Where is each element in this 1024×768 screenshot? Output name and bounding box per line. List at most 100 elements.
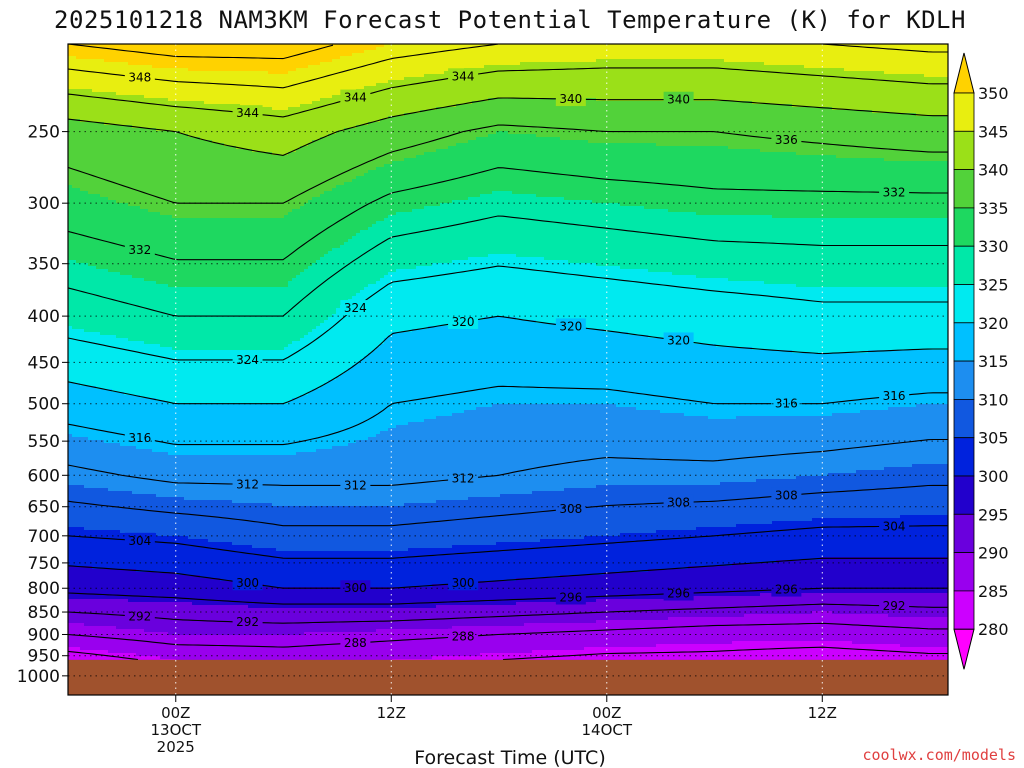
field-cell (72, 368, 77, 372)
field-cell (72, 191, 77, 195)
field-cell (72, 440, 77, 444)
field-cell (68, 641, 73, 645)
field-cell (84, 149, 89, 153)
field-cell (72, 443, 77, 447)
field-cell (68, 416, 73, 420)
field-cell (68, 443, 73, 447)
field-cell (68, 461, 73, 465)
field-cell (84, 263, 89, 267)
field-cell (68, 605, 73, 609)
field-cell (68, 125, 73, 129)
field-cell (80, 62, 85, 66)
field-cell (72, 206, 77, 210)
field-cell (72, 632, 77, 636)
field-cell (76, 272, 81, 276)
field-cell (72, 92, 77, 96)
field-cell (80, 116, 85, 120)
field-cell (68, 494, 73, 498)
field-cell (72, 524, 77, 528)
field-cell (72, 212, 77, 216)
field-cell (80, 218, 85, 222)
field-cell (68, 362, 73, 366)
field-cell (84, 203, 89, 207)
field-cell (80, 320, 85, 324)
field-cell (80, 569, 85, 573)
field-cell (84, 128, 89, 132)
field-cell (72, 140, 77, 144)
field-cell (84, 434, 89, 438)
field-cell (76, 326, 81, 330)
field-cell (76, 440, 81, 444)
field-cell (84, 395, 89, 399)
field-cell (76, 236, 81, 240)
field-cell (80, 146, 85, 150)
field-cell (72, 362, 77, 366)
field-cell (76, 644, 81, 648)
field-cell (72, 146, 77, 150)
field-cell (68, 446, 73, 450)
field-cell (68, 299, 73, 303)
field-cell (68, 110, 73, 114)
field-cell (72, 404, 77, 408)
field-cell (72, 641, 77, 645)
field-cell (80, 350, 85, 354)
field-cell (76, 341, 81, 345)
field-cell (80, 386, 85, 390)
field-cell (80, 332, 85, 336)
field-cell (76, 446, 81, 450)
field-cell (84, 332, 89, 336)
field-cell (76, 368, 81, 372)
field-cell (72, 503, 77, 507)
field-cell (80, 47, 85, 51)
field-cell (76, 215, 81, 219)
field-cell (80, 299, 85, 303)
field-cell (68, 599, 73, 603)
field-cell (72, 647, 77, 651)
field-cell (80, 365, 85, 369)
field-cell (72, 203, 77, 207)
field-cell (76, 566, 81, 570)
field-cell (80, 542, 85, 546)
field-cell (80, 185, 85, 189)
field-cell (68, 527, 73, 531)
field-cell (76, 401, 81, 405)
field-cell (80, 368, 85, 372)
field-cell (68, 59, 73, 63)
field-cell (84, 422, 89, 426)
field-cell (72, 134, 77, 138)
field-cell (80, 86, 85, 90)
field-cell (84, 164, 89, 168)
field-cell (80, 488, 85, 492)
field-cell (80, 377, 85, 381)
field-cell (68, 221, 73, 225)
field-cell (68, 401, 73, 405)
field-cell (72, 476, 77, 480)
field-cell (76, 263, 81, 267)
field-cell (72, 125, 77, 129)
field-cell (72, 431, 77, 435)
field-cell (84, 227, 89, 231)
field-cell (84, 320, 89, 324)
field-cell (72, 188, 77, 192)
field-cell (80, 461, 85, 465)
field-cell (76, 656, 81, 660)
field-cell (80, 56, 85, 60)
field-cell (80, 563, 85, 567)
field-cell (76, 110, 81, 114)
field-cell (68, 629, 73, 633)
field-cell (68, 95, 73, 99)
field-cell (72, 167, 77, 171)
field-cell (84, 272, 89, 276)
field-cell (76, 572, 81, 576)
field-cell (80, 236, 85, 240)
field-cell (80, 224, 85, 228)
field-cell (80, 431, 85, 435)
field-cell (80, 524, 85, 528)
field-cell (72, 215, 77, 219)
field-cell (68, 254, 73, 258)
field-cell (72, 65, 77, 69)
field-cell (72, 410, 77, 414)
field-cell (68, 56, 73, 60)
field-cell (80, 188, 85, 192)
field-cell (72, 320, 77, 324)
